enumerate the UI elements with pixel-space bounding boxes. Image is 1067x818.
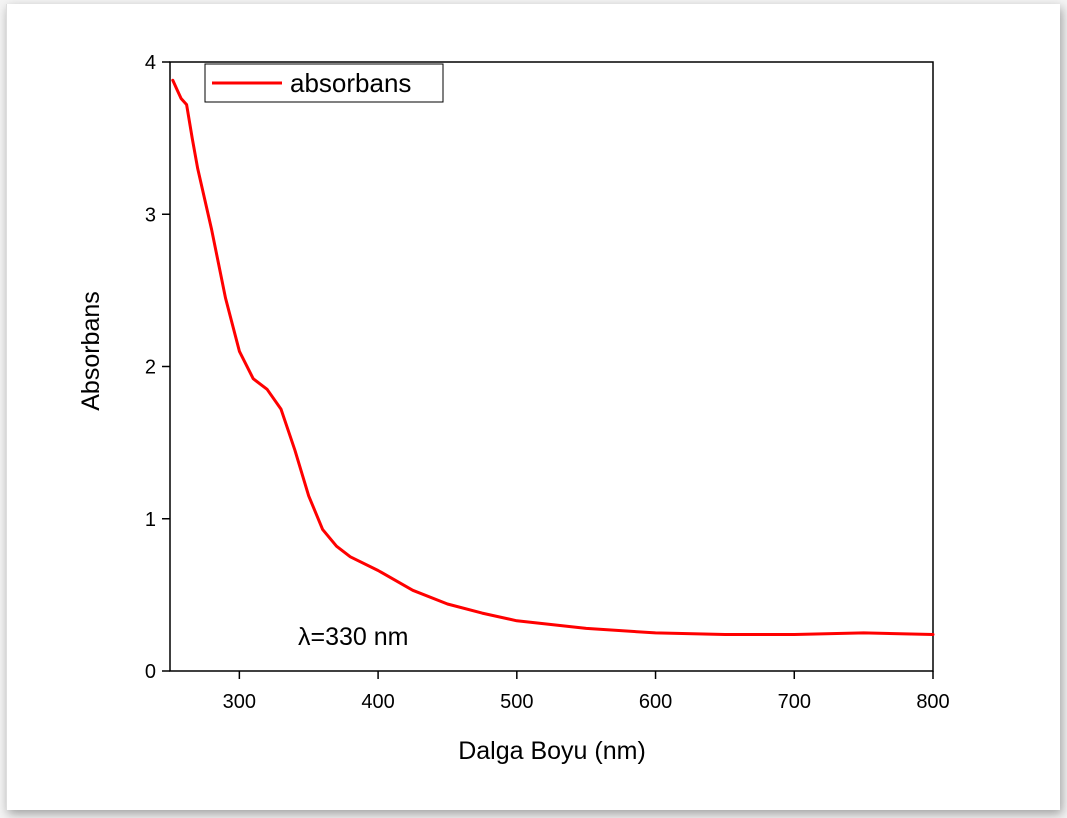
x-tick-label: 500 [500,691,533,713]
x-tick-label: 300 [223,691,256,713]
x-tick-label: 600 [639,691,672,713]
x-tick-label: 400 [361,691,394,713]
y-tick-label: 1 [145,509,156,531]
y-axis-ticks: 0 1 2 3 4 [145,52,170,683]
y-tick-label: 0 [145,661,156,683]
y-axis-title: Absorbans [77,291,105,411]
legend-label: absorbans [290,68,411,98]
figure-frame [6,4,1060,810]
y-tick-label: 4 [145,52,156,74]
x-tick-label: 700 [778,691,811,713]
x-axis-title: Dalga Boyu (nm) [458,737,646,765]
x-tick-label: 800 [916,691,949,713]
plot-area [169,61,934,672]
y-tick-label: 3 [145,204,156,226]
y-tick-label: 2 [145,357,156,379]
x-axis-ticks: 300 400 500 600 700 800 [223,671,950,713]
series-line-absorbans [171,78,935,636]
legend: absorbans [204,63,444,103]
annotation-wavelength: λ=330 nm [298,623,409,651]
